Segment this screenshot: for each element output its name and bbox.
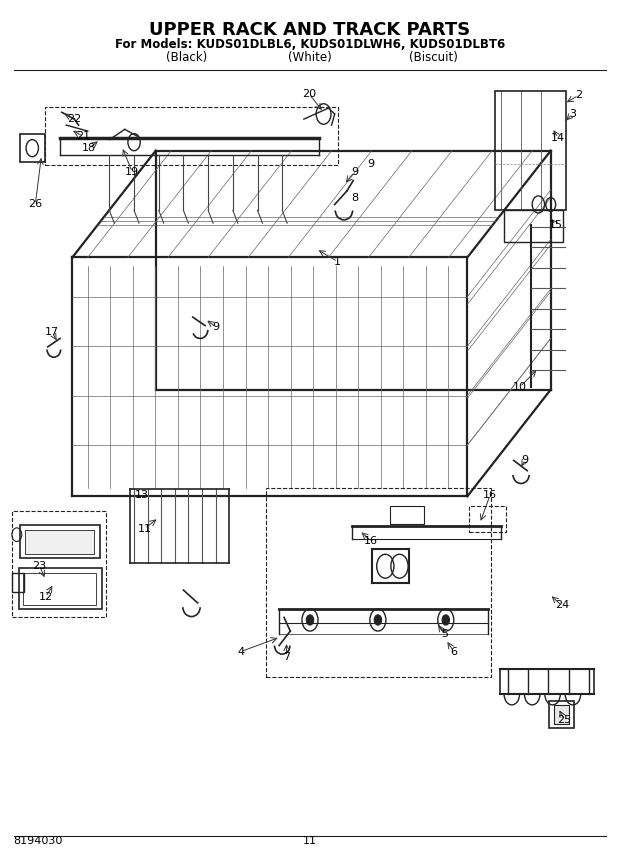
Text: 5: 5 (441, 629, 448, 639)
Text: 11: 11 (138, 524, 151, 533)
Text: 6: 6 (450, 646, 458, 657)
Text: 9: 9 (521, 455, 528, 466)
Text: 22: 22 (67, 114, 81, 124)
Text: UPPER RACK AND TRACK PARTS: UPPER RACK AND TRACK PARTS (149, 21, 471, 39)
Text: 26: 26 (29, 199, 42, 210)
Text: (Biscuit): (Biscuit) (409, 51, 458, 64)
Text: 16: 16 (483, 490, 497, 500)
Text: 16: 16 (363, 536, 378, 545)
Bar (495, 91, 566, 211)
Text: 14: 14 (551, 133, 565, 143)
Text: 2: 2 (575, 90, 582, 100)
Text: 19: 19 (125, 167, 140, 177)
Bar (12, 511, 106, 617)
Text: 11: 11 (303, 836, 317, 846)
Bar (469, 507, 507, 532)
Text: 4: 4 (237, 646, 244, 657)
Bar (12, 573, 24, 591)
Bar (20, 134, 45, 162)
Bar (45, 107, 338, 165)
Bar (25, 531, 94, 555)
Circle shape (306, 615, 314, 625)
Text: 17: 17 (45, 328, 59, 337)
Bar (549, 701, 574, 728)
Text: For Models: KUDS01DLBL6, KUDS01DLWH6, KUDS01DLBT6: For Models: KUDS01DLBL6, KUDS01DLWH6, KU… (115, 38, 505, 51)
Bar (19, 568, 102, 609)
Text: 18: 18 (82, 143, 96, 153)
Text: 9: 9 (213, 323, 219, 332)
Text: 24: 24 (555, 600, 569, 610)
Circle shape (374, 615, 381, 625)
Text: 7: 7 (283, 651, 290, 662)
Text: 1: 1 (334, 257, 341, 266)
Text: 3: 3 (569, 109, 576, 119)
Bar (505, 210, 563, 242)
Text: 25: 25 (557, 715, 572, 725)
Text: 21: 21 (76, 131, 90, 141)
Bar (23, 573, 96, 605)
Text: 10: 10 (513, 382, 527, 392)
Text: 13: 13 (135, 490, 149, 500)
Circle shape (442, 615, 450, 625)
Text: 23: 23 (33, 562, 46, 571)
Bar (390, 507, 424, 524)
Text: 12: 12 (39, 592, 53, 602)
Text: (White): (White) (288, 51, 332, 64)
Text: 15: 15 (549, 220, 563, 230)
Text: (Black): (Black) (166, 51, 207, 64)
Text: 8: 8 (351, 193, 358, 203)
Text: 9: 9 (367, 158, 374, 169)
Text: 20: 20 (302, 88, 316, 98)
Bar (265, 488, 491, 677)
Bar (20, 526, 100, 558)
Text: 9: 9 (351, 167, 358, 177)
Bar (554, 705, 569, 724)
Text: 8194030: 8194030 (14, 836, 63, 846)
